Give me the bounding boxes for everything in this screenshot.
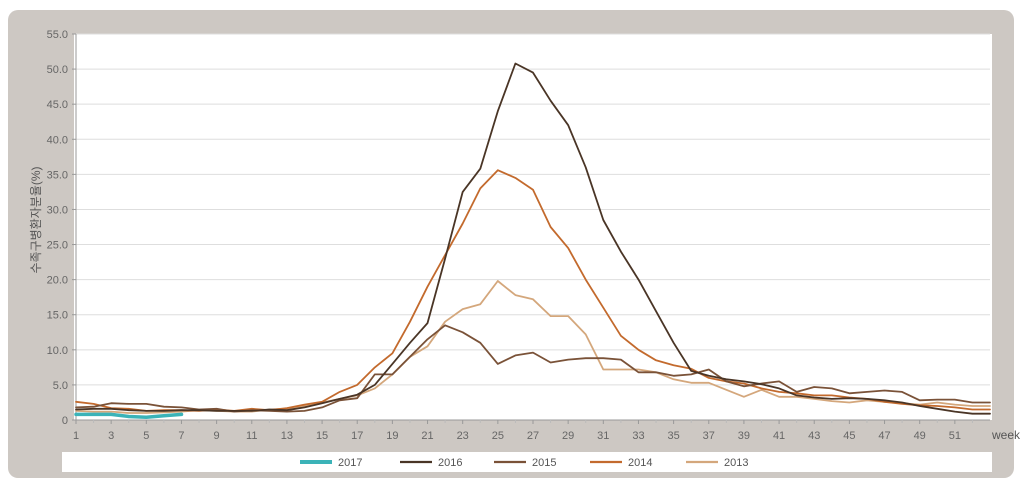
x-axis-ticks: 1 3 5 7 9 11 13 15 17 19 21 23 25 27 29 31 33 35 37 39 41 43 4… (73, 430, 961, 442)
y-axis-label: 수족구병환자분율(%) (29, 167, 43, 274)
legend-label-2015: 2015 (532, 457, 556, 469)
y-tick-label: 25.0 (47, 240, 68, 252)
x-tick-label: 41 (773, 430, 785, 442)
x-tick-label: 9 (214, 430, 220, 442)
x-tick-label: 31 (597, 430, 609, 442)
x-tick-label: 49 (914, 430, 926, 442)
series-line-2016 (75, 62, 991, 415)
x-tick-label: 37 (703, 430, 715, 442)
x-axis-label: week (991, 428, 1020, 442)
x-tick-label: 17 (351, 430, 363, 442)
legend-panel (62, 452, 992, 472)
x-tick-label: 7 (178, 430, 184, 442)
y-axis-ticks: 0 5.0 10.0 15.0 20.0 25.0 30.0 35.0 40.0 45.0 50.0… (47, 29, 68, 427)
x-tick-label: 29 (562, 430, 574, 442)
y-tick-label: 50.0 (47, 64, 68, 76)
x-tick-label: 23 (457, 430, 469, 442)
y-tick-label: 40.0 (47, 134, 68, 146)
axes (72, 33, 990, 424)
y-tick-label: 15.0 (47, 310, 68, 322)
x-tick-label: 51 (949, 430, 961, 442)
legend-label-2016: 2016 (438, 457, 462, 469)
series-line-2014 (75, 169, 991, 412)
y-tick-label: 20.0 (47, 275, 68, 287)
x-tick-label: 25 (492, 430, 504, 442)
x-tick-label: 13 (281, 430, 293, 442)
x-tick-label: 5 (143, 430, 149, 442)
x-tick-label: 47 (878, 430, 890, 442)
y-tick-label: 35.0 (47, 169, 68, 181)
x-tick-label: 35 (667, 430, 679, 442)
grid-lines (76, 33, 990, 386)
legend: 2017 2016 2015 2014 2013 (300, 457, 748, 469)
legend-label-2014: 2014 (628, 457, 652, 469)
x-tick-label: 21 (421, 430, 433, 442)
y-tick-label: 10.0 (47, 345, 68, 357)
x-tick-label: 19 (386, 430, 398, 442)
x-tick-label: 45 (843, 430, 855, 442)
y-tick-label: 30.0 (47, 204, 68, 216)
series-line-2017 (74, 412, 184, 419)
x-tick-label: 11 (246, 430, 257, 442)
y-tick-label: 5.0 (53, 380, 68, 392)
x-tick-label: 27 (527, 430, 539, 442)
y-tick-label: 55.0 (47, 29, 68, 41)
y-tick-label: 0 (62, 415, 68, 427)
legend-label-2017: 2017 (338, 457, 362, 469)
x-tick-label: 43 (808, 430, 820, 442)
x-tick-label: 33 (632, 430, 644, 442)
series-lines (74, 62, 991, 419)
x-tick-label: 1 (73, 430, 79, 442)
y-tick-label: 45.0 (47, 99, 68, 111)
x-tick-label: 39 (738, 430, 750, 442)
x-tick-label: 3 (108, 430, 114, 442)
x-tick-label: 15 (316, 430, 328, 442)
plot-area (74, 34, 992, 420)
legend-label-2013: 2013 (724, 457, 748, 469)
